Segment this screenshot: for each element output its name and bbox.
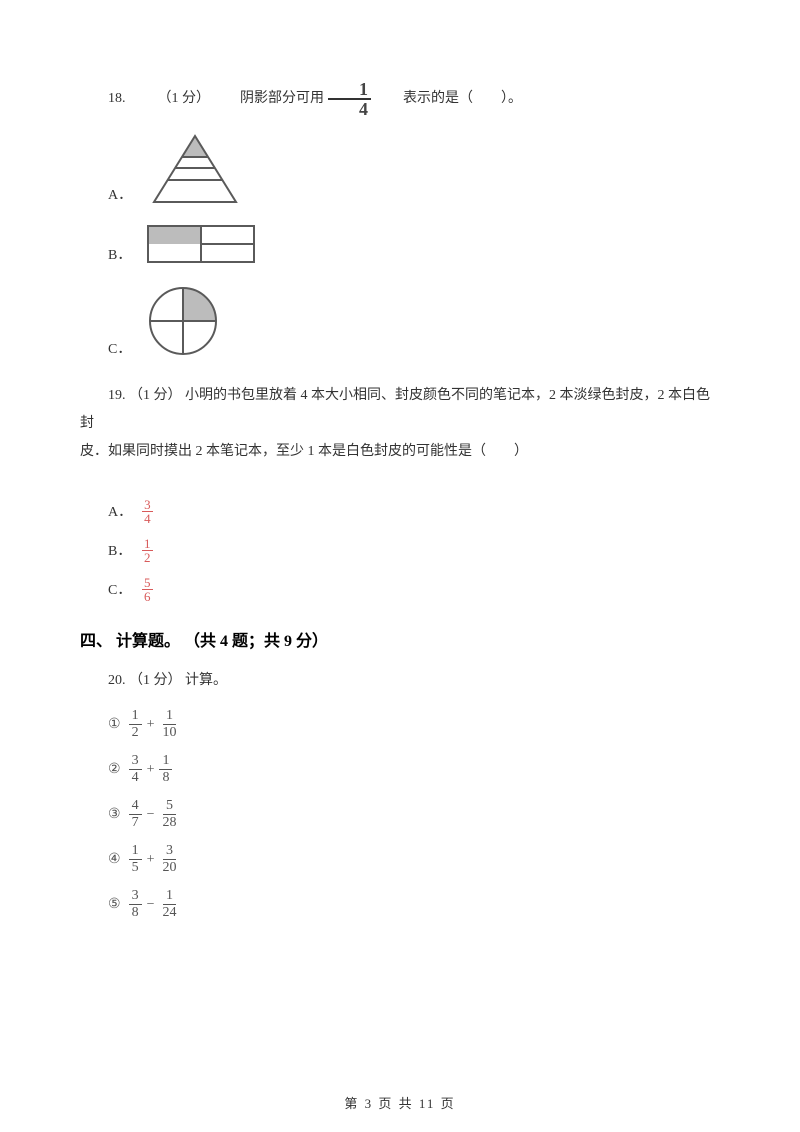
q19-points: （1 分）: [129, 388, 182, 403]
frac-num: 4: [129, 799, 142, 815]
frac-num: 1: [129, 709, 142, 725]
fraction-a: 15: [129, 844, 142, 875]
q18-option-c: C．: [108, 280, 720, 362]
frac-den: 8: [159, 770, 172, 785]
frac-num: 3: [163, 844, 176, 860]
q20-number: 20.: [108, 673, 126, 688]
fraction: 5 6: [142, 576, 153, 603]
frac-den: 2: [142, 551, 153, 564]
frac-den: 8: [129, 905, 142, 920]
q18-frac-den: 4: [328, 100, 371, 118]
frac-num: 1: [129, 844, 142, 860]
page-footer: 第 3 页 共 11 页: [0, 1093, 800, 1112]
operator: −: [147, 802, 155, 827]
q19-stem-line1: 19. （1 分） 小明的书包里放着 4 本大小相同、封皮颜色不同的笔记本，2 …: [80, 382, 720, 438]
frac-num: 1: [163, 709, 176, 725]
section-4-title: 四、 计算题。 （共 4 题；共 9 分）: [80, 627, 720, 651]
question-18: 18. （1 分） 阴影部分可用 1 4 表示的是（ ）。 A． B． C．: [80, 80, 720, 362]
q19-stem-line2: 皮．如果同时摸出 2 本笔记本，至少 1 本是白色封皮的可能性是（ ）: [80, 438, 720, 466]
question-19: 19. （1 分） 小明的书包里放着 4 本大小相同、封皮颜色不同的笔记本，2 …: [80, 382, 720, 603]
frac-num: 5: [163, 799, 176, 815]
q19-number: 19.: [108, 388, 126, 403]
fraction-b: 18: [159, 754, 172, 785]
frac-num: 3: [129, 889, 142, 905]
operator: +: [147, 847, 155, 872]
frac-den: 28: [159, 815, 179, 830]
triangle-shade: [182, 136, 208, 157]
calc-index: ④: [108, 847, 121, 872]
fraction-a: 12: [129, 709, 142, 740]
frac-den: 6: [142, 590, 153, 603]
calc-index: ②: [108, 757, 121, 782]
frac-num: 1: [159, 754, 172, 770]
option-label: C．: [108, 578, 132, 603]
option-label-b: B．: [108, 243, 132, 268]
frac-num: 3: [129, 754, 142, 770]
question-20: 20. （1 分） 计算。 ①12+110②34+18③47−528④15+32…: [80, 667, 720, 920]
fraction: 1 2: [142, 537, 153, 564]
rect-shade: [148, 226, 201, 244]
q18-points: （1 分）: [130, 86, 211, 111]
frac-den: 7: [129, 815, 142, 830]
calc-item: ②34+18: [108, 754, 720, 785]
calc-index: ①: [108, 712, 121, 737]
fraction-a: 38: [129, 889, 142, 920]
option-label: A．: [108, 500, 132, 525]
frac-den: 24: [159, 905, 179, 920]
q18-stem: 18. （1 分） 阴影部分可用 1 4 表示的是（ ）。: [80, 80, 720, 118]
frac-den: 2: [129, 725, 142, 740]
frac-den: 4: [142, 512, 153, 525]
option-label-c: C．: [108, 337, 132, 362]
frac-den: 10: [159, 725, 179, 740]
fraction-b: 110: [159, 709, 179, 740]
q19-option-a: A． 3 4: [108, 498, 720, 525]
triangle-icon: [142, 130, 248, 208]
q20-calc-list: ①12+110②34+18③47−528④15+320⑤38−124: [80, 709, 720, 920]
q20-points: （1 分）: [129, 673, 182, 688]
frac-num: 5: [142, 576, 153, 590]
frac-num: 3: [142, 498, 153, 512]
operator: +: [147, 757, 155, 782]
q18-number: 18.: [80, 86, 126, 111]
calc-item: ①12+110: [108, 709, 720, 740]
calc-index: ⑤: [108, 892, 121, 917]
fraction-a: 34: [129, 754, 142, 785]
frac-num: 1: [163, 889, 176, 905]
calc-item: ③47−528: [108, 799, 720, 830]
circle-icon: [142, 280, 224, 362]
q18-frac-num: 1: [328, 80, 371, 100]
fraction-a: 47: [129, 799, 142, 830]
frac-den: 20: [159, 860, 179, 875]
frac-num: 1: [142, 537, 153, 551]
fraction-b: 124: [159, 889, 179, 920]
frac-den: 5: [129, 860, 142, 875]
calc-item: ④15+320: [108, 844, 720, 875]
q20-stem-text: 计算。: [185, 673, 227, 688]
calc-item: ⑤38−124: [108, 889, 720, 920]
calc-index: ③: [108, 802, 121, 827]
operator: −: [147, 892, 155, 917]
q19-option-b: B． 1 2: [108, 537, 720, 564]
fraction-b: 320: [159, 844, 179, 875]
q18-fraction: 1 4: [328, 80, 371, 118]
fraction-b: 528: [159, 799, 179, 830]
frac-den: 4: [129, 770, 142, 785]
fraction: 3 4: [142, 498, 153, 525]
q18-option-a: A．: [108, 130, 720, 208]
q18-stem-after: 表示的是（ ）。: [375, 86, 522, 111]
option-label: B．: [108, 539, 132, 564]
q19-option-c: C． 5 6: [108, 576, 720, 603]
operator: +: [147, 712, 155, 737]
option-label-a: A．: [108, 183, 132, 208]
q18-stem-before: 阴影部分可用: [212, 86, 324, 111]
q20-stem: 20. （1 分） 计算。: [80, 667, 720, 695]
rectangle-icon: [142, 220, 260, 268]
q18-option-b: B．: [108, 220, 720, 268]
